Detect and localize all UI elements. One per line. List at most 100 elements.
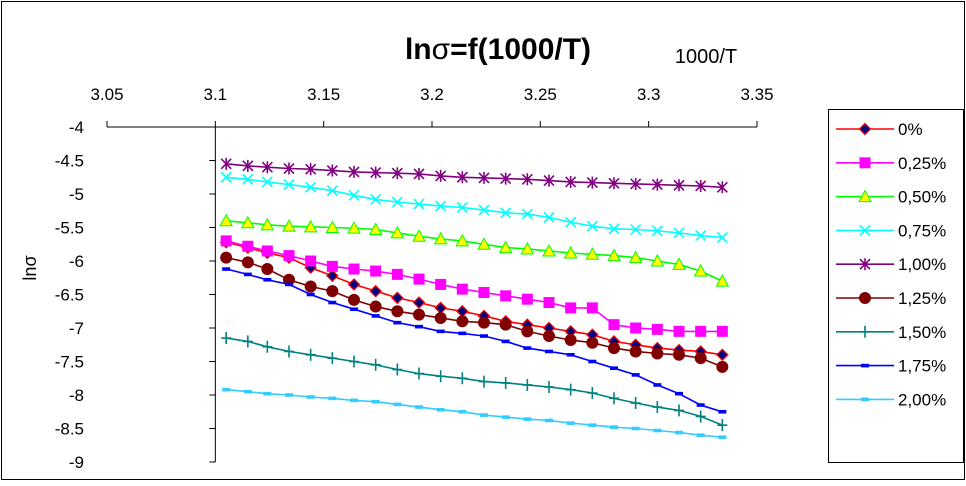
data-point: [243, 389, 252, 394]
data-point: [242, 173, 254, 185]
y-tick-label: -6: [69, 252, 84, 271]
data-point: [523, 417, 532, 421]
data-point: [457, 372, 468, 385]
data-point: [716, 325, 728, 337]
legend-label: 0,50%: [898, 188, 946, 207]
data-point: [370, 193, 382, 205]
data-point: [456, 171, 468, 184]
data-point: [456, 201, 468, 213]
legend-label: 1,25%: [898, 289, 946, 308]
data-point: [630, 397, 641, 410]
data-point: [608, 342, 620, 355]
data-point: [391, 167, 403, 180]
data-point: [414, 367, 424, 380]
data-point: [241, 256, 254, 269]
data-point: [565, 383, 576, 396]
y-tick-label: -6.5: [55, 286, 84, 305]
data-point: [435, 200, 447, 212]
data-point: [325, 269, 339, 283]
data-point: [477, 237, 491, 250]
legend-item: 0,25%: [836, 154, 946, 173]
y-axis-label-group: lnσ: [20, 255, 40, 280]
data-point: [222, 387, 231, 392]
x-tick-label: 3.2: [420, 85, 444, 104]
data-point: [242, 240, 254, 252]
legend-swatch-marker: [861, 397, 869, 402]
legend-item: 0,75%: [836, 221, 946, 240]
data-point: [542, 243, 556, 257]
series-7: [221, 332, 728, 432]
data-point: [435, 370, 446, 383]
data-point: [328, 300, 337, 305]
data-point: [564, 334, 577, 347]
x-tick-label: 3.35: [740, 85, 773, 104]
data-point: [220, 171, 232, 183]
data-point: [370, 166, 382, 179]
legend-label: 1,00%: [898, 255, 946, 274]
data-point: [456, 315, 469, 328]
data-point: [326, 164, 338, 177]
data-point: [543, 297, 555, 309]
data-point: [263, 391, 272, 396]
legend-swatch-marker: [858, 122, 872, 136]
data-point: [521, 293, 533, 305]
data-point: [412, 229, 426, 242]
data-point: [588, 359, 597, 364]
y-tick-label: -7.5: [55, 353, 84, 372]
data-point: [586, 336, 599, 349]
legend-label: 0,25%: [898, 154, 946, 173]
data-point: [610, 425, 618, 429]
data-point: [391, 196, 403, 208]
data-point: [501, 339, 510, 344]
data-point: [433, 231, 448, 245]
series-6: [220, 251, 729, 373]
data-point: [304, 280, 317, 293]
data-point: [221, 332, 232, 345]
data-point: [390, 225, 405, 239]
data-point: [501, 415, 510, 419]
data-point: [348, 263, 360, 275]
legend-label: 0%: [898, 120, 923, 139]
data-point: [675, 430, 683, 435]
x-tick-label: 3.1: [204, 85, 228, 104]
data-point: [391, 268, 403, 280]
series-line: [226, 176, 723, 239]
data-point: [413, 273, 425, 285]
data-point: [458, 409, 467, 414]
legend-item: 1,50%: [836, 323, 946, 342]
data-point: [261, 176, 273, 188]
y-tick-label: -8.5: [55, 420, 84, 439]
data-point: [718, 409, 727, 414]
data-point: [588, 423, 597, 427]
legend-label: 0,75%: [898, 221, 946, 240]
data-point: [370, 265, 382, 277]
legend-item: 1,75%: [836, 357, 946, 376]
data-point: [673, 227, 685, 239]
data-point: [651, 323, 663, 335]
data-point: [283, 162, 295, 175]
data-point: [674, 404, 684, 417]
data-point: [326, 185, 338, 197]
legend-swatch-marker: [859, 157, 871, 169]
data-point: [369, 284, 383, 298]
data-point: [436, 407, 445, 412]
data-point: [305, 181, 317, 193]
x-axis-label: 1000/T: [675, 46, 737, 68]
x-tick-label: 3.3: [637, 85, 661, 104]
data-point: [220, 157, 232, 170]
series-8: [222, 267, 727, 414]
data-point: [326, 285, 339, 298]
data-point: [608, 177, 620, 190]
data-point: [219, 213, 234, 227]
data-point: [390, 291, 404, 305]
data-point: [630, 177, 642, 190]
data-point: [673, 348, 685, 361]
data-point: [631, 426, 640, 431]
data-point: [371, 399, 380, 404]
data-point: [673, 179, 685, 192]
data-point: [242, 335, 253, 348]
data-point: [282, 219, 296, 232]
data-point: [435, 169, 447, 182]
data-point: [478, 204, 490, 216]
